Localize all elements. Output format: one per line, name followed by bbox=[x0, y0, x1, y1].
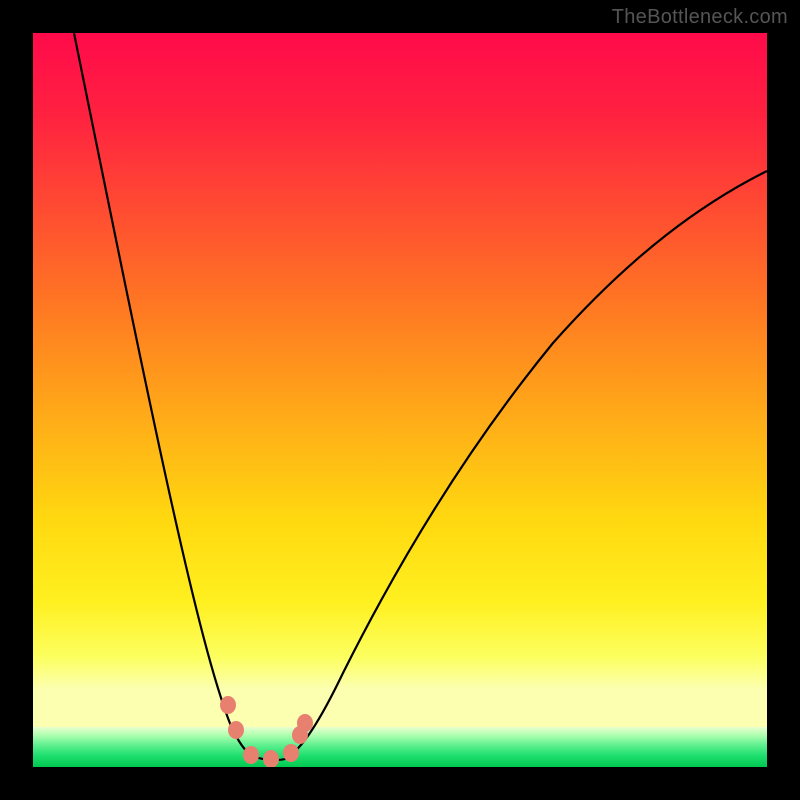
marker-dot bbox=[243, 746, 259, 764]
curve-overlay bbox=[33, 33, 767, 767]
marker-dot bbox=[297, 714, 313, 732]
marker-dot bbox=[228, 721, 244, 739]
plot-area bbox=[33, 33, 767, 767]
right-curve-line bbox=[291, 171, 767, 755]
marker-dot bbox=[263, 750, 279, 767]
left-curve-line bbox=[74, 33, 251, 755]
marker-dot bbox=[283, 744, 299, 762]
marker-dots-group bbox=[220, 696, 313, 767]
marker-dot bbox=[220, 696, 236, 714]
watermark-label: TheBottleneck.com bbox=[612, 6, 788, 29]
